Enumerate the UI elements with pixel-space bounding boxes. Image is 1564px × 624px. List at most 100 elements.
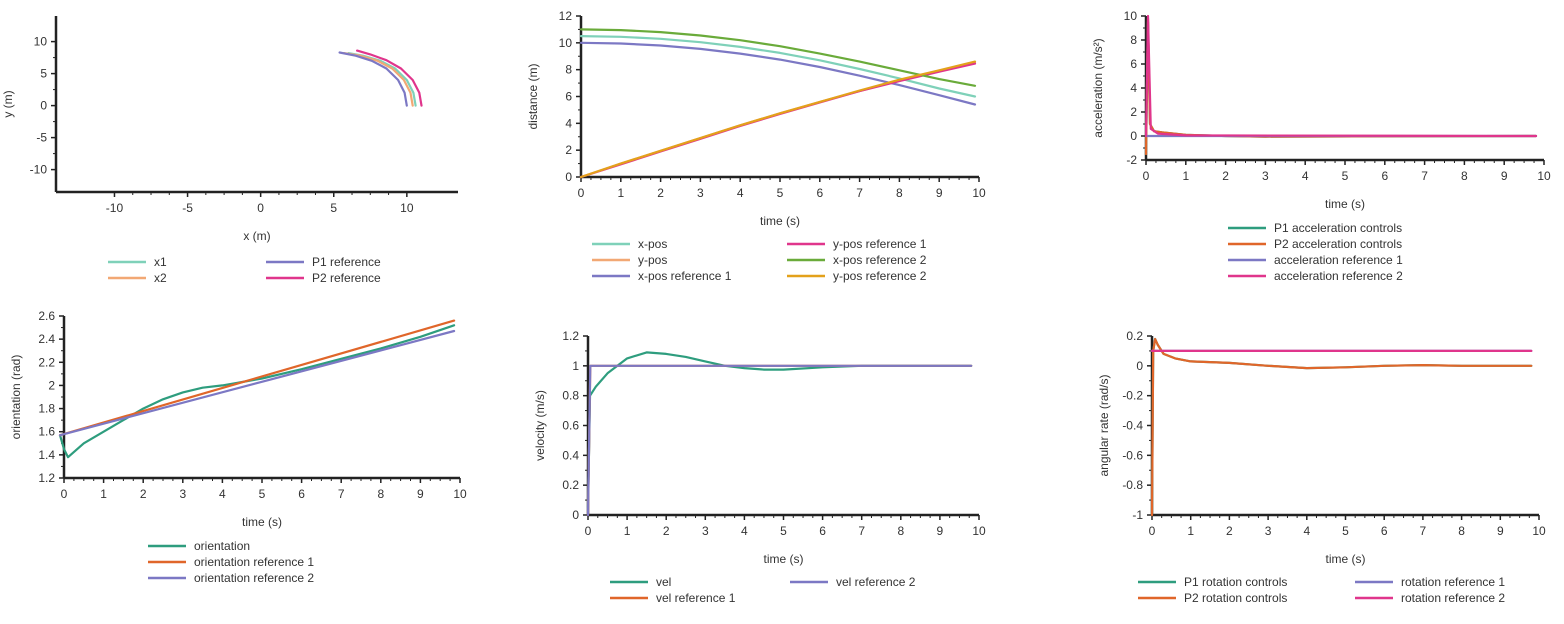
y-axis-label: acceleration (m/s²) <box>1091 38 1105 137</box>
y-tick-label: 1.4 <box>38 448 55 462</box>
series-line-2 <box>58 319 456 437</box>
y-tick-label: 2 <box>565 143 572 157</box>
y-tick-label: 8 <box>565 63 572 77</box>
x-tick-label: 8 <box>377 487 384 501</box>
series-line-2 <box>586 364 973 517</box>
legend-label: orientation reference 2 <box>194 571 314 585</box>
x-tick-label: 0 <box>257 201 264 215</box>
y-tick-label: -1 <box>1132 508 1143 522</box>
legend-label: P2 rotation controls <box>1184 591 1287 605</box>
x-tick-label: 5 <box>1342 524 1349 538</box>
x-tick-label: 1 <box>1187 524 1194 538</box>
series-line-2 <box>579 61 977 179</box>
series-line-3 <box>586 364 973 517</box>
x-tick-label: 0 <box>1143 169 1150 183</box>
x-tick-label: 10 <box>972 186 986 200</box>
series-line-1 <box>1144 20 1538 156</box>
legend-label: rotation reference 1 <box>1401 575 1505 589</box>
legend-label: P1 acceleration controls <box>1274 221 1402 235</box>
y-tick-label: 0 <box>40 99 47 113</box>
y-tick-label: -5 <box>36 131 47 145</box>
x-tick-label: 2 <box>663 524 670 538</box>
legend-label: acceleration reference 2 <box>1274 269 1403 283</box>
x-tick-label: 8 <box>897 524 904 538</box>
legend-label: P2 reference <box>312 271 381 285</box>
y-tick-label: 0 <box>1136 359 1143 373</box>
legend-label: x2 <box>154 271 167 285</box>
x-tick-label: 7 <box>1420 524 1427 538</box>
x-tick-label: 5 <box>780 524 787 538</box>
y-tick-label: 4 <box>1130 81 1137 95</box>
x-tick-label: 7 <box>338 487 345 501</box>
series-line-1 <box>586 351 973 509</box>
y-tick-label: 0 <box>572 508 579 522</box>
legend: vel vel reference 1 vel reference 2 <box>610 575 916 605</box>
x-tick-label: 3 <box>1262 169 1269 183</box>
x-tick-label: 7 <box>856 186 863 200</box>
legend: x-pos y-pos x-pos reference 1 y-pos referen… <box>592 237 927 283</box>
x-tick-label: 4 <box>219 487 226 501</box>
x-tick-label: 10 <box>972 524 986 538</box>
series-line-3 <box>579 41 977 106</box>
y-tick-label: 10 <box>34 35 48 49</box>
x-tick-label: 1 <box>100 487 107 501</box>
x-tick-label: 6 <box>1381 169 1388 183</box>
legend-label: orientation reference 1 <box>194 555 314 569</box>
legend-label: x-pos reference 1 <box>638 269 732 283</box>
x-tick-label: 8 <box>1458 524 1465 538</box>
x-tick-label: 6 <box>819 524 826 538</box>
y-tick-label: -0.8 <box>1122 478 1143 492</box>
x-tick-label: 9 <box>417 487 424 501</box>
series-line-3 <box>338 51 408 107</box>
x-tick-label: 6 <box>1381 524 1388 538</box>
x-tick-label: 9 <box>937 524 944 538</box>
chart-6: 0 1 2 3 4 5 6 7 8 9 10 -1 -0.8 -0.6 -0.4 -0.2 0 0.2 time (… <box>1097 329 1546 605</box>
legend-label: y-pos reference 2 <box>833 269 927 283</box>
legend: P1 rotation controls P2 rotation controls… <box>1138 575 1505 605</box>
chart-3: 0 1 2 3 4 5 6 7 8 9 10 -2 0 2 4 6 8 10 time (s) acceleratio… <box>1091 9 1551 283</box>
x-tick-label: 3 <box>697 186 704 200</box>
y-tick-label: 0 <box>565 170 572 184</box>
x-tick-label: 0 <box>578 186 585 200</box>
x-tick-label: 10 <box>1537 169 1551 183</box>
y-tick-label: 10 <box>1124 9 1138 23</box>
x-tick-label: -10 <box>106 201 124 215</box>
legend-label: vel <box>656 575 671 589</box>
series-line-1 <box>579 34 977 98</box>
x-axis-label: time (s) <box>764 552 804 566</box>
series-line-1 <box>58 324 456 459</box>
y-tick-label: -2 <box>1126 153 1137 167</box>
y-tick-label: 0.8 <box>562 389 579 403</box>
x-tick-label: 2 <box>1226 524 1233 538</box>
x-tick-label: 3 <box>179 487 186 501</box>
series-line-5 <box>579 28 977 87</box>
legend-label: y-pos reference 1 <box>833 237 927 251</box>
x-tick-label: 2 <box>1222 169 1229 183</box>
x-tick-label: 0 <box>1149 524 1156 538</box>
y-axis-label: distance (m) <box>526 63 540 129</box>
x-tick-label: 5 <box>259 487 266 501</box>
y-tick-label: 2 <box>1130 105 1137 119</box>
x-tick-label: 1 <box>624 524 631 538</box>
y-tick-label: -10 <box>30 163 48 177</box>
y-tick-label: -0.4 <box>1122 419 1143 433</box>
legend-label: x-pos <box>638 237 667 251</box>
x-tick-label: 6 <box>298 487 305 501</box>
y-tick-label: 5 <box>40 67 47 81</box>
legend-label: rotation reference 2 <box>1401 591 1505 605</box>
legend-label: y-pos <box>638 253 667 267</box>
y-tick-label: 1.8 <box>38 402 55 416</box>
x-tick-label: 9 <box>1497 524 1504 538</box>
legend: x1 x2 P1 reference P2 reference <box>108 255 381 285</box>
x-tick-label: 3 <box>702 524 709 538</box>
legend-label: orientation <box>194 539 250 553</box>
chart-5: 0 1 2 3 4 5 6 7 8 9 10 0 0.2 0.4 0.6 0.8 1 1.2 time (s) vel… <box>533 329 986 605</box>
y-tick-label: 10 <box>559 36 573 50</box>
x-tick-label: 5 <box>1342 169 1349 183</box>
x-tick-label: 0 <box>585 524 592 538</box>
y-tick-label: 1.6 <box>38 425 55 439</box>
legend-label: vel reference 1 <box>656 591 736 605</box>
y-tick-label: 2 <box>48 378 55 392</box>
legend: orientation orientation reference 1 orient… <box>148 539 314 585</box>
x-tick-label: 8 <box>896 186 903 200</box>
